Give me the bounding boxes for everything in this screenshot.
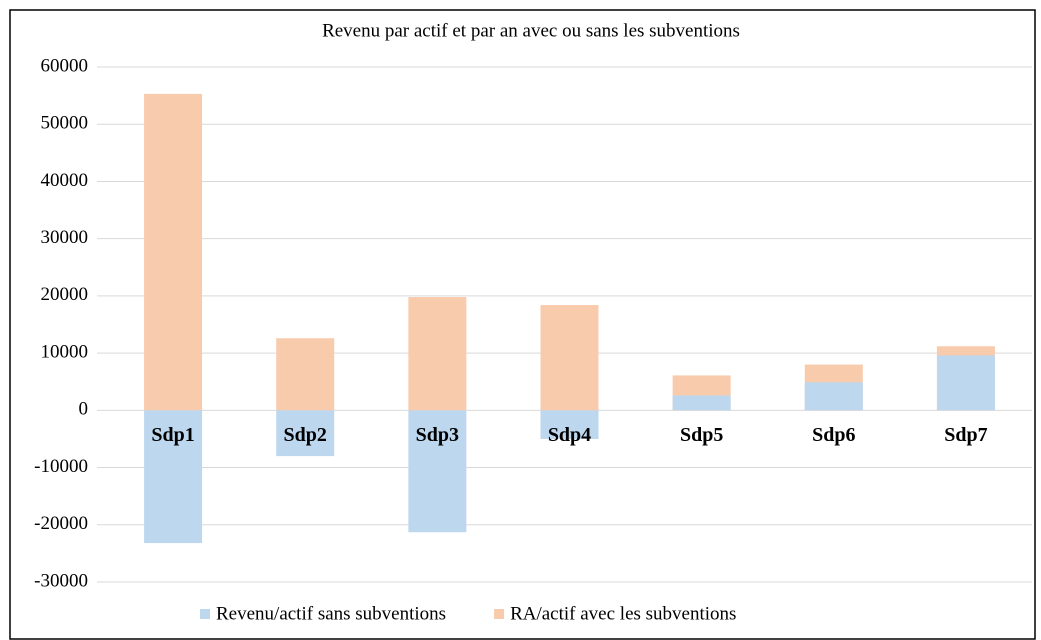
y-tick-label: 0 <box>79 399 89 420</box>
y-tick-label: -10000 <box>34 456 88 477</box>
bar <box>276 338 334 410</box>
page: Revenu par actif et par an avec ou sans … <box>0 0 1041 640</box>
y-tick-label: 20000 <box>41 284 89 305</box>
bar <box>937 355 995 410</box>
chart-title: Revenu par actif et par an avec ou sans … <box>322 20 740 41</box>
x-tick-label: Sdp7 <box>944 424 987 446</box>
y-tick-label: 60000 <box>41 55 89 76</box>
bar <box>144 94 202 410</box>
legend-label: RA/actif avec les subventions <box>510 603 736 624</box>
y-tick-label: 30000 <box>41 227 89 248</box>
bar <box>408 297 466 410</box>
x-tick-label: Sdp4 <box>548 424 591 446</box>
legend-swatch <box>494 609 504 619</box>
y-tick-label: -20000 <box>34 513 88 534</box>
legend-swatch <box>200 609 210 619</box>
x-tick-label: Sdp2 <box>284 424 327 446</box>
y-tick-label: 40000 <box>41 170 89 191</box>
y-tick-label: -30000 <box>34 570 88 591</box>
bar <box>805 382 863 410</box>
bar <box>673 395 731 410</box>
y-tick-label: 10000 <box>41 341 89 362</box>
legend-label: Revenu/actif sans subventions <box>216 603 446 624</box>
x-tick-label: Sdp6 <box>812 424 855 446</box>
x-tick-label: Sdp3 <box>416 424 459 446</box>
chart: Revenu par actif et par an avec ou sans … <box>0 0 1041 640</box>
x-tick-label: Sdp5 <box>680 424 723 446</box>
x-tick-label: Sdp1 <box>151 424 194 446</box>
bar <box>541 305 599 410</box>
y-tick-label: 50000 <box>41 113 89 134</box>
